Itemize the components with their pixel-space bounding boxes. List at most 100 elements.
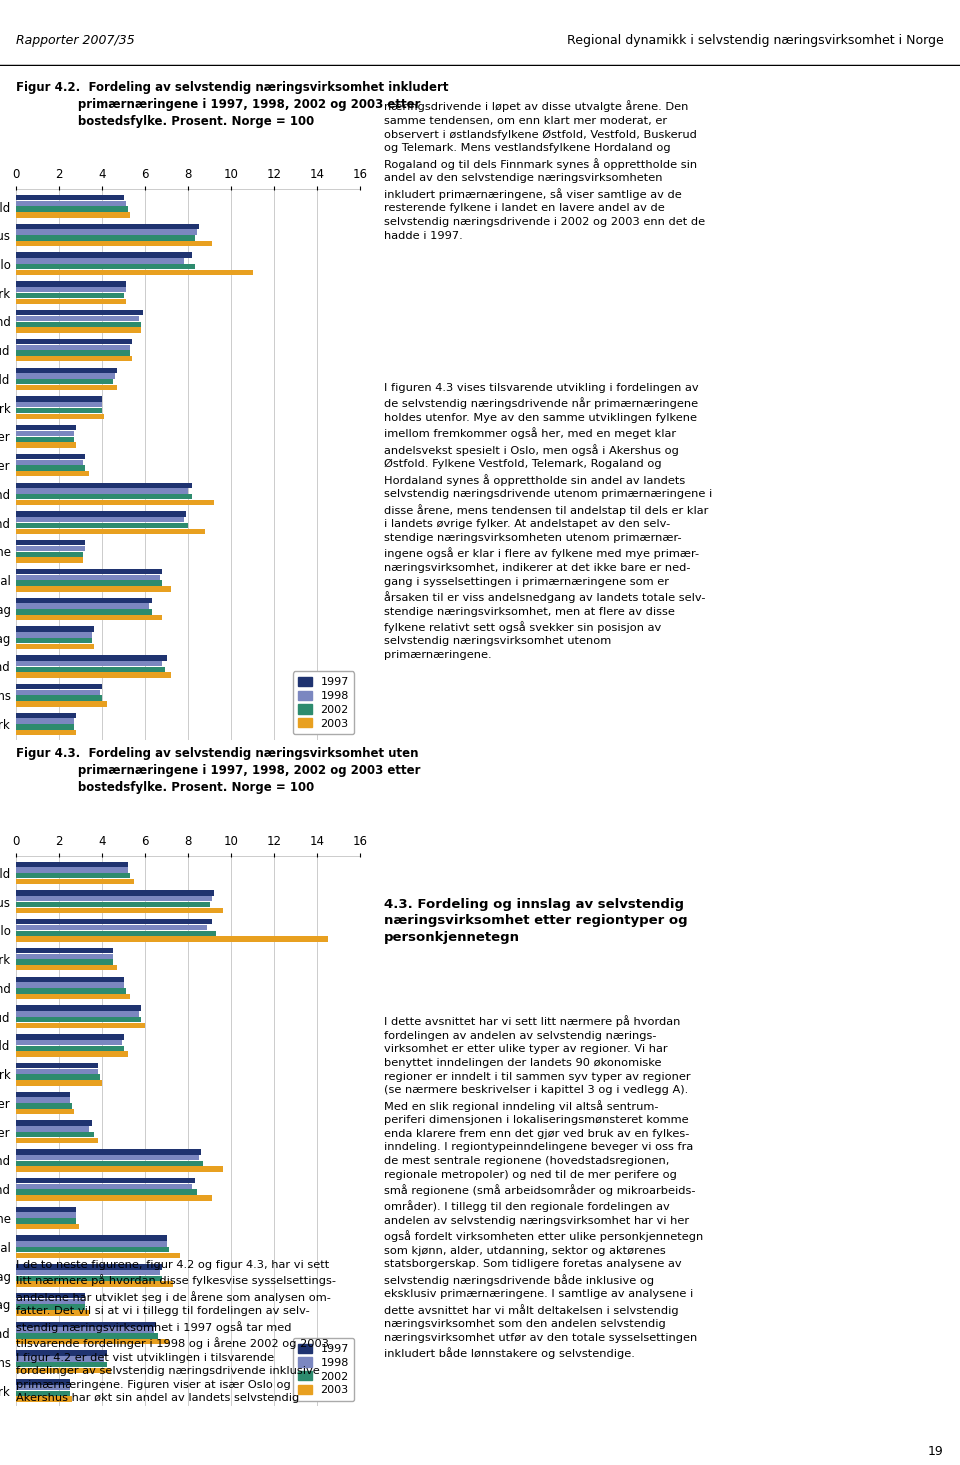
Bar (16, 1190, 197, 1195)
Legend: 1997, 1998, 2002, 2003: 1997, 1998, 2002, 2003 (293, 671, 354, 734)
Bar (16, 431, 74, 437)
Bar (16, 344, 131, 350)
Bar (16, 977, 124, 982)
Bar (16, 631, 91, 637)
Bar (16, 1310, 89, 1316)
Bar (16, 529, 205, 533)
Bar (16, 494, 192, 500)
Bar (16, 1138, 98, 1143)
Bar (16, 523, 188, 529)
Bar (16, 437, 74, 442)
Bar (16, 454, 85, 459)
Bar (16, 311, 143, 315)
Bar (16, 661, 162, 667)
Bar (16, 867, 128, 873)
Bar (16, 1351, 107, 1355)
Bar (16, 293, 124, 299)
Bar (16, 690, 100, 694)
Bar (16, 541, 85, 545)
Bar (16, 397, 103, 401)
Bar (16, 879, 134, 885)
Bar (16, 702, 107, 706)
Bar (16, 1023, 145, 1028)
Bar (16, 965, 117, 970)
Bar (16, 270, 252, 275)
Bar (16, 568, 162, 574)
Bar (16, 1321, 156, 1327)
Bar (16, 873, 131, 879)
Bar (16, 385, 117, 390)
Bar (16, 338, 132, 344)
Bar (16, 1080, 103, 1086)
Bar (16, 1235, 167, 1241)
Bar (16, 861, 128, 867)
Bar (16, 264, 195, 270)
Bar (16, 1247, 169, 1253)
Bar (16, 287, 126, 293)
Bar (16, 356, 132, 362)
Bar (16, 207, 128, 212)
Bar (16, 252, 192, 258)
Bar (16, 379, 113, 384)
Bar (16, 1339, 169, 1345)
Bar (16, 908, 223, 913)
Bar (16, 1253, 180, 1258)
Bar (16, 604, 150, 609)
Bar (16, 655, 167, 661)
Bar (16, 299, 126, 303)
Bar (16, 574, 160, 580)
Bar (16, 993, 131, 999)
Bar (16, 316, 139, 321)
Bar (16, 696, 103, 700)
Bar (16, 1132, 94, 1137)
Bar (16, 627, 94, 631)
Bar (16, 413, 105, 419)
Text: 19: 19 (928, 1446, 944, 1458)
Bar (16, 1103, 72, 1109)
Bar (16, 1396, 72, 1402)
Bar (16, 667, 164, 672)
Bar (16, 1270, 160, 1276)
Bar (16, 1178, 195, 1184)
Bar (16, 511, 186, 517)
Bar (16, 1011, 139, 1017)
Bar (16, 488, 188, 494)
Bar (16, 643, 94, 649)
Bar (16, 1074, 100, 1080)
Bar (16, 924, 207, 930)
Bar (16, 327, 141, 333)
Legend: 1997, 1998, 2002, 2003: 1997, 1998, 2002, 2003 (293, 1338, 354, 1401)
Bar (16, 212, 131, 218)
Bar (16, 1184, 192, 1190)
Bar (16, 1046, 124, 1050)
Bar (16, 425, 77, 431)
Bar (16, 902, 209, 907)
Bar (16, 684, 103, 689)
Bar (16, 919, 212, 924)
Bar (16, 466, 85, 470)
Bar (16, 672, 171, 678)
Bar (16, 557, 83, 563)
Bar (16, 472, 89, 476)
Bar (16, 1034, 124, 1040)
Bar (16, 1219, 77, 1223)
Bar (16, 637, 91, 643)
Bar (16, 321, 141, 327)
Bar (16, 258, 184, 264)
Bar (16, 948, 113, 954)
Text: Figur 4.2.  Fordeling av selvstendig næringsvirksomhet inkludert
               : Figur 4.2. Fordeling av selvstendig næri… (16, 81, 449, 127)
Bar (16, 983, 124, 987)
Bar (16, 401, 103, 407)
Bar (16, 936, 327, 942)
Text: Regional dynamikk i selvstendig næringsvirksomhet i Norge: Regional dynamikk i selvstendig næringsv… (567, 34, 944, 47)
Bar (16, 442, 77, 448)
Bar (16, 1357, 105, 1361)
Bar (16, 1282, 173, 1286)
Bar (16, 1384, 70, 1390)
Bar (16, 242, 212, 246)
Bar (16, 1304, 85, 1310)
Bar (16, 368, 117, 374)
Bar (16, 350, 131, 356)
Bar (16, 1207, 77, 1212)
Bar (16, 1052, 128, 1056)
